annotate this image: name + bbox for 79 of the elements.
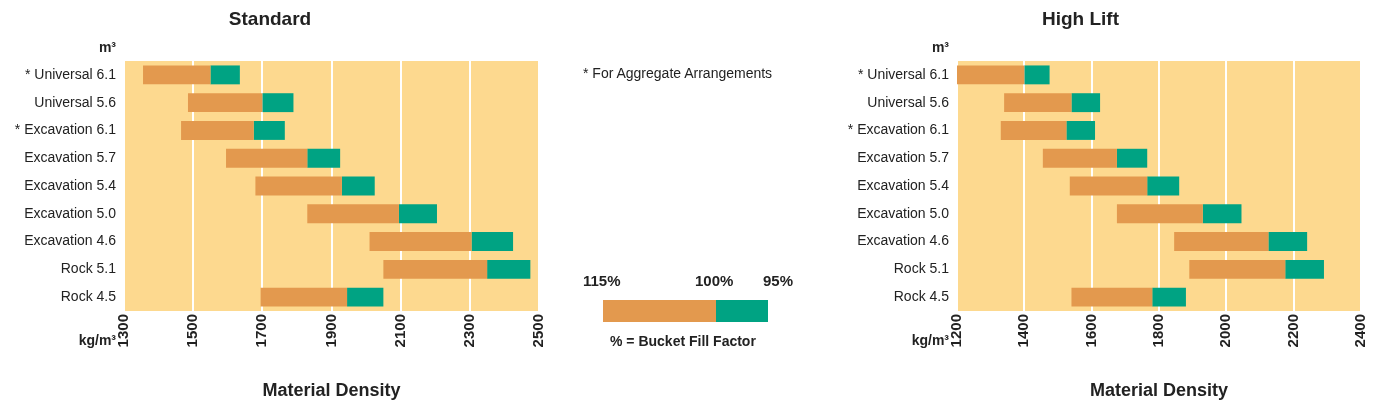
y-tick-label: Excavation 5.0 <box>857 204 950 221</box>
x-axis-title: Material Density <box>1089 380 1229 401</box>
y-tick-label: Excavation 5.4 <box>24 176 117 193</box>
bar <box>226 148 308 168</box>
x-tick-label: 1900 <box>321 314 339 348</box>
y-tick-label: Excavation 5.0 <box>24 204 117 221</box>
bar <box>1042 148 1117 168</box>
y-tick-label: Excavation 5.7 <box>24 149 117 166</box>
bar <box>1069 176 1148 196</box>
x-tick-label: 2100 <box>390 314 408 348</box>
bar <box>187 93 263 113</box>
bar <box>957 65 1025 85</box>
y-tick-label: * Universal 6.1 <box>857 65 950 82</box>
bar <box>1174 232 1269 251</box>
text: kg/m³ <box>78 331 117 348</box>
bar <box>487 259 531 279</box>
bar <box>1004 93 1072 113</box>
y-tick-label: Rock 5.1 <box>893 260 950 277</box>
text: % = Bucket Fill Factor <box>610 333 756 349</box>
y-tick-label: Excavation 5.4 <box>857 176 950 193</box>
text: kg/m³ <box>911 331 950 348</box>
y-tick-label: * Excavation 6.1 <box>14 121 117 138</box>
y-tick-label: * Excavation 6.1 <box>847 121 950 138</box>
bar <box>398 204 437 224</box>
bar <box>383 259 488 279</box>
y-tick-label: Excavation 4.6 <box>24 232 117 249</box>
bar <box>255 176 342 196</box>
x-tick-label: 1500 <box>183 314 201 348</box>
bar <box>1152 287 1186 307</box>
x-tick-label: 1700 <box>252 314 270 348</box>
text: 95% <box>763 272 794 289</box>
y-tick-label: Rock 4.5 <box>893 287 950 304</box>
bar <box>1071 93 1101 113</box>
bar <box>1071 287 1153 307</box>
bar <box>341 176 375 196</box>
bar <box>1189 259 1286 279</box>
x-tick-label: 1800 <box>1149 314 1167 348</box>
bar <box>1285 259 1324 279</box>
x-tick-label: 2000 <box>1216 314 1234 348</box>
bar <box>143 65 211 85</box>
x-tick-label: 2300 <box>459 314 477 348</box>
chart-title: Standard <box>228 7 312 29</box>
bar <box>1066 121 1096 140</box>
text: * For Aggregate Arrangements <box>583 65 773 81</box>
y-tick-label: * Universal 6.1 <box>24 65 117 82</box>
text: 100% <box>695 272 734 289</box>
bar <box>181 121 254 140</box>
y-tick-label: Excavation 4.6 <box>857 232 950 249</box>
bar <box>253 121 285 140</box>
x-tick-label: 1400 <box>1014 314 1032 348</box>
chart-title: High Lift <box>1041 7 1120 29</box>
bar <box>260 287 348 307</box>
y-tick-label: Rock 4.5 <box>60 287 117 304</box>
y-axis-title: m³ <box>931 38 950 55</box>
bar <box>347 287 384 307</box>
x-tick-label: 2400 <box>1351 314 1369 348</box>
bar <box>1116 204 1203 224</box>
text: 115% <box>583 272 621 289</box>
bar <box>1024 65 1050 85</box>
y-tick-label: Rock 5.1 <box>60 260 117 277</box>
bar <box>1000 121 1067 140</box>
bar <box>1268 232 1308 251</box>
bar <box>471 232 514 251</box>
bar <box>369 232 472 251</box>
y-tick-label: Universal 5.6 <box>34 93 117 110</box>
y-axis-title: m³ <box>98 38 117 55</box>
bar <box>307 204 399 224</box>
y-tick-label: Universal 5.6 <box>867 93 950 110</box>
bar <box>307 148 341 168</box>
bar <box>210 65 240 85</box>
y-tick-label: Excavation 5.7 <box>857 149 950 166</box>
bar <box>1147 176 1180 196</box>
bar <box>262 93 294 113</box>
x-tick-label: 1600 <box>1081 314 1099 348</box>
bar <box>1116 148 1148 168</box>
x-axis-title: Material Density <box>262 380 401 401</box>
x-tick-label: 2500 <box>529 314 547 348</box>
x-tick-label: 2200 <box>1283 314 1301 348</box>
bar <box>1202 204 1242 224</box>
